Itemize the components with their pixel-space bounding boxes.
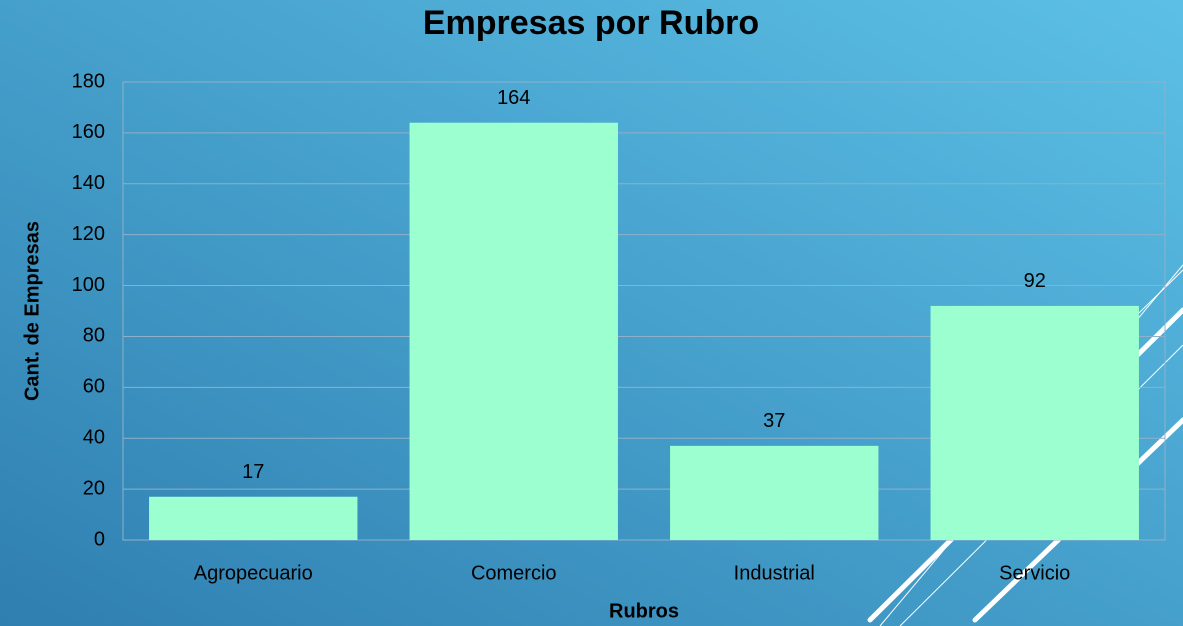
- bar: [409, 122, 618, 540]
- y-tick-label: 120: [72, 223, 105, 245]
- y-axis-label: Cant. de Empresas: [21, 221, 43, 401]
- bar: [149, 496, 358, 540]
- x-tick-label: Servicio: [999, 562, 1070, 584]
- bar: [670, 445, 879, 540]
- data-label: 17: [242, 461, 264, 483]
- bar: [930, 305, 1139, 540]
- chart-title: Empresas por Rubro: [423, 4, 759, 42]
- data-label: 164: [497, 87, 530, 109]
- y-tick-label: 0: [94, 528, 105, 550]
- y-tick-label: 180: [72, 70, 105, 92]
- data-label: 92: [1024, 270, 1046, 292]
- y-tick-label: 160: [72, 121, 105, 143]
- x-tick-label: Comercio: [471, 562, 557, 584]
- y-tick-label: 60: [83, 376, 105, 398]
- x-axis-label: Rubros: [609, 600, 679, 622]
- y-tick-label: 140: [72, 172, 105, 194]
- x-tick-label: Agropecuario: [194, 562, 313, 584]
- data-label: 37: [763, 410, 785, 432]
- y-tick-label: 40: [83, 427, 105, 449]
- y-tick-label: 100: [72, 274, 105, 296]
- y-tick-label: 20: [83, 477, 105, 499]
- x-tick-label: Industrial: [734, 562, 815, 584]
- y-tick-label: 80: [83, 325, 105, 347]
